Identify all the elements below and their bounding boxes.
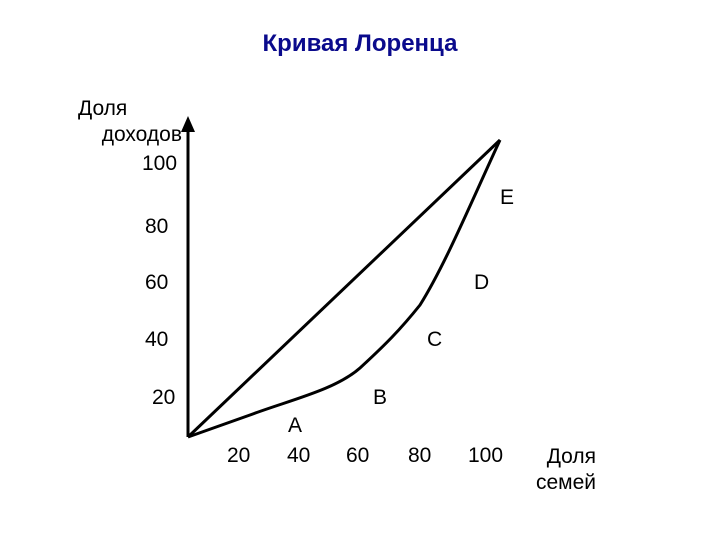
y-tick-100: 100: [142, 152, 178, 175]
x-axis-label-line1: Доля: [546, 445, 596, 468]
y-axis-arrow: [181, 116, 195, 132]
x-tick-20: 20: [227, 444, 251, 467]
y-tick-60: 60: [145, 271, 169, 294]
y-tick-80: 80: [145, 215, 169, 238]
point-label-e: E: [500, 186, 515, 209]
x-axis-label-line2: семей: [535, 471, 596, 494]
y-axis-label-line2: доходов: [101, 123, 182, 146]
x-tick-60: 60: [346, 444, 370, 467]
x-tick-100: 100: [468, 444, 504, 467]
point-label-c: C: [427, 328, 443, 351]
y-axis-label: Доля доходов: [78, 96, 182, 148]
x-axis-label: Доля семей: [510, 444, 596, 496]
point-label-d: D: [474, 271, 490, 294]
lorenz-curve: [187, 139, 502, 439]
y-axis-label-line1: Доля: [78, 97, 128, 120]
y-tick-20: 20: [152, 386, 176, 409]
point-label-b: B: [373, 386, 388, 409]
x-tick-40: 40: [287, 444, 311, 467]
equality-line: [186, 138, 502, 439]
diagram-title: Кривая Лоренца: [262, 30, 458, 57]
x-tick-80: 80: [408, 444, 432, 467]
y-tick-40: 40: [145, 328, 169, 351]
point-label-a: A: [288, 414, 303, 437]
